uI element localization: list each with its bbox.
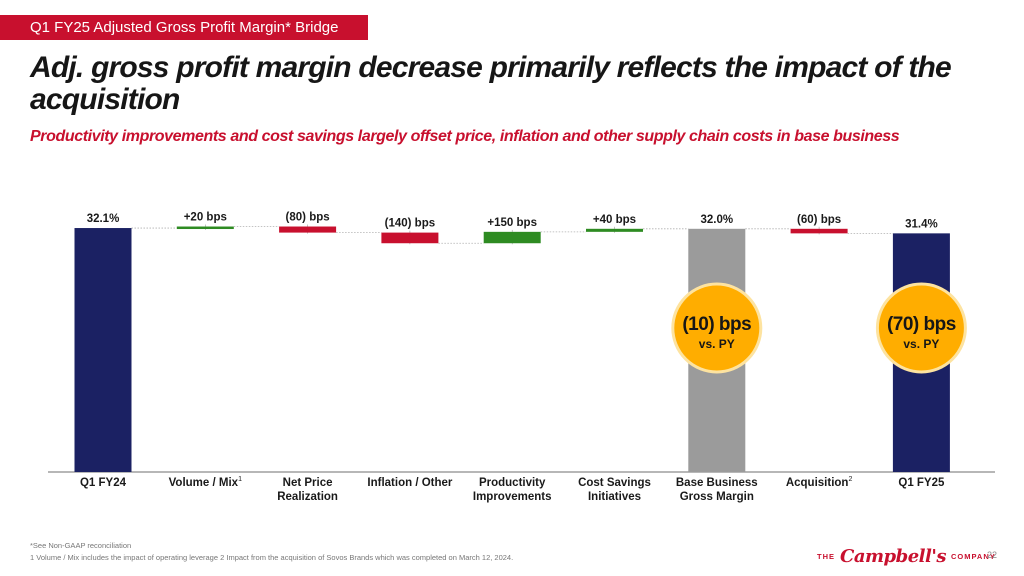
category-label: Gross Margin bbox=[680, 491, 754, 503]
page-number: 22 bbox=[987, 550, 998, 560]
footnotes: *See Non-GAAP reconciliation 1 Volume / … bbox=[30, 540, 513, 564]
value-label: 31.4% bbox=[905, 218, 938, 230]
category-label: Volume / Mix1 bbox=[169, 476, 242, 489]
footnote-definitions: 1 Volume / Mix includes the impact of op… bbox=[30, 553, 514, 562]
waterfall-chart: 32.1% Q1 FY24 +20 bps Volume / Mix1 (80) bps… bbox=[48, 212, 995, 503]
bar-inflation-other bbox=[381, 232, 439, 244]
bar-productivity-improvements bbox=[483, 231, 541, 244]
category-label: Initiatives bbox=[588, 491, 641, 503]
callout-circle bbox=[875, 282, 967, 374]
logo-the: THE bbox=[817, 552, 835, 561]
category-label: Q1 FY25 bbox=[898, 477, 945, 489]
footnote-non-gaap: *See Non-GAAP reconciliation bbox=[30, 541, 132, 550]
callout-note: vs. PY bbox=[699, 337, 735, 351]
category-label: Cost Savings bbox=[578, 477, 651, 489]
category-label: Inflation / Other bbox=[367, 477, 452, 489]
page-subtitle: Productivity improvements and cost savin… bbox=[30, 128, 900, 145]
bar-acquisition bbox=[790, 228, 848, 234]
category-label: Realization bbox=[277, 491, 338, 503]
value-label: +40 bps bbox=[593, 214, 636, 226]
value-label: 32.1% bbox=[87, 213, 120, 225]
value-label: +20 bps bbox=[184, 212, 227, 224]
page-title: Adj. gross profit margin decrease primar… bbox=[30, 51, 952, 116]
category-label: Acquisition2 bbox=[786, 476, 853, 489]
value-label: +150 bps bbox=[487, 217, 537, 229]
value-label: (80) bps bbox=[286, 212, 330, 224]
callout-note: vs. PY bbox=[903, 337, 939, 351]
logo-script: Campbell's bbox=[840, 546, 946, 567]
category-label: Base Business bbox=[676, 477, 758, 489]
callout-circle bbox=[671, 282, 763, 374]
logo-company: COMPANY bbox=[950, 552, 996, 561]
footnote-superscript: 2 bbox=[848, 476, 852, 483]
section-tag: Q1 FY25 Adjusted Gross Profit Margin* Br… bbox=[0, 15, 368, 40]
category-label: Improvements bbox=[473, 491, 552, 503]
bar-net-price-realization bbox=[279, 226, 337, 233]
bar-volume-mix bbox=[176, 226, 234, 230]
bar-q1-fy24 bbox=[74, 228, 132, 472]
callout-value: (70) bps bbox=[887, 314, 956, 335]
bar-cost-savings-initiatives bbox=[586, 228, 643, 232]
value-label: (60) bps bbox=[797, 214, 841, 226]
category-label: Q1 FY24 bbox=[80, 477, 127, 489]
category-label: Net Price bbox=[283, 477, 333, 489]
footnote-superscript: 1 bbox=[238, 476, 242, 483]
callout-value: (10) bps bbox=[682, 314, 751, 335]
category-label: Productivity bbox=[479, 477, 546, 489]
value-label: (140) bps bbox=[385, 218, 436, 230]
value-label: 32.0% bbox=[700, 214, 733, 226]
campbells-logo: THE Campbell's COMPANY bbox=[817, 546, 996, 567]
